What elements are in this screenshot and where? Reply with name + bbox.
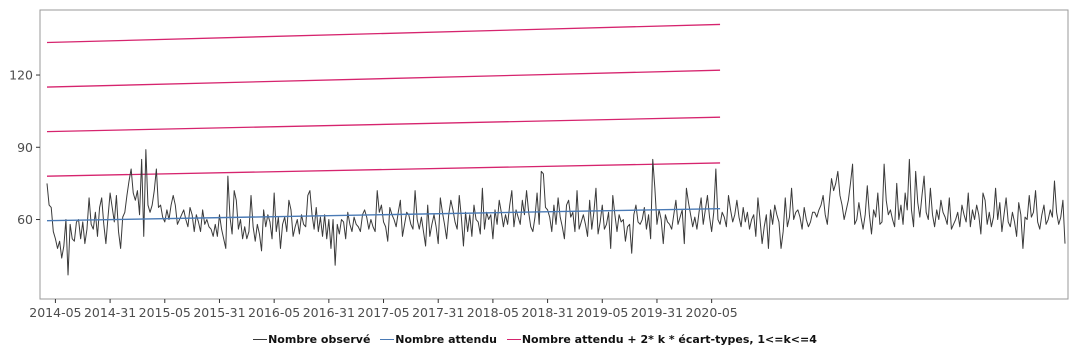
expected-series-line	[46, 207, 721, 222]
x-tick-label: 2018-05	[467, 305, 519, 320]
x-tick-label: 2015-05	[139, 305, 191, 320]
x-tick-label: 2017-05	[357, 305, 409, 320]
threshold-line-k2	[46, 116, 721, 133]
legend-key-observed	[253, 338, 268, 340]
threshold-line-k4	[46, 23, 721, 44]
y-tick-label: 60	[17, 212, 33, 227]
legend-item-expected: Nombre attendu	[380, 333, 497, 346]
threshold-line-k1	[46, 162, 721, 177]
threshold-line-k3	[46, 69, 721, 88]
x-tick-label: 2018-31	[521, 305, 573, 320]
legend-key-expected	[380, 338, 395, 340]
x-tick-label: 2017-31	[412, 305, 464, 320]
plot-border	[39, 9, 1069, 300]
x-tick-label: 2015-31	[193, 305, 245, 320]
x-tick-label: 2016-05	[248, 305, 300, 320]
plot-area	[46, 23, 1066, 276]
observed-series-line	[46, 149, 1066, 276]
x-tick-label: 2019-05	[576, 305, 628, 320]
x-tick-label: 2020-05	[686, 305, 738, 320]
legend-key-threshold	[506, 338, 521, 340]
y-tick-label: 90	[17, 140, 33, 155]
x-tick-label: 2014-31	[84, 305, 136, 320]
legend-item-observed: Nombre observé	[253, 333, 370, 346]
legend-label-threshold: Nombre attendu + 2* k * écart-types, 1<=…	[521, 333, 817, 346]
y-tick-label: 120	[9, 68, 33, 83]
x-tick-label: 2016-31	[303, 305, 355, 320]
legend: Nombre observé Nombre attendu Nombre att…	[0, 333, 1070, 346]
x-tick-label: 2019-31	[631, 305, 683, 320]
legend-label-observed: Nombre observé	[268, 333, 371, 346]
legend-item-threshold: Nombre attendu + 2* k * écart-types, 1<=…	[506, 333, 817, 346]
x-tick-label: 2014-05	[29, 305, 81, 320]
legend-label-expected: Nombre attendu	[395, 333, 497, 346]
